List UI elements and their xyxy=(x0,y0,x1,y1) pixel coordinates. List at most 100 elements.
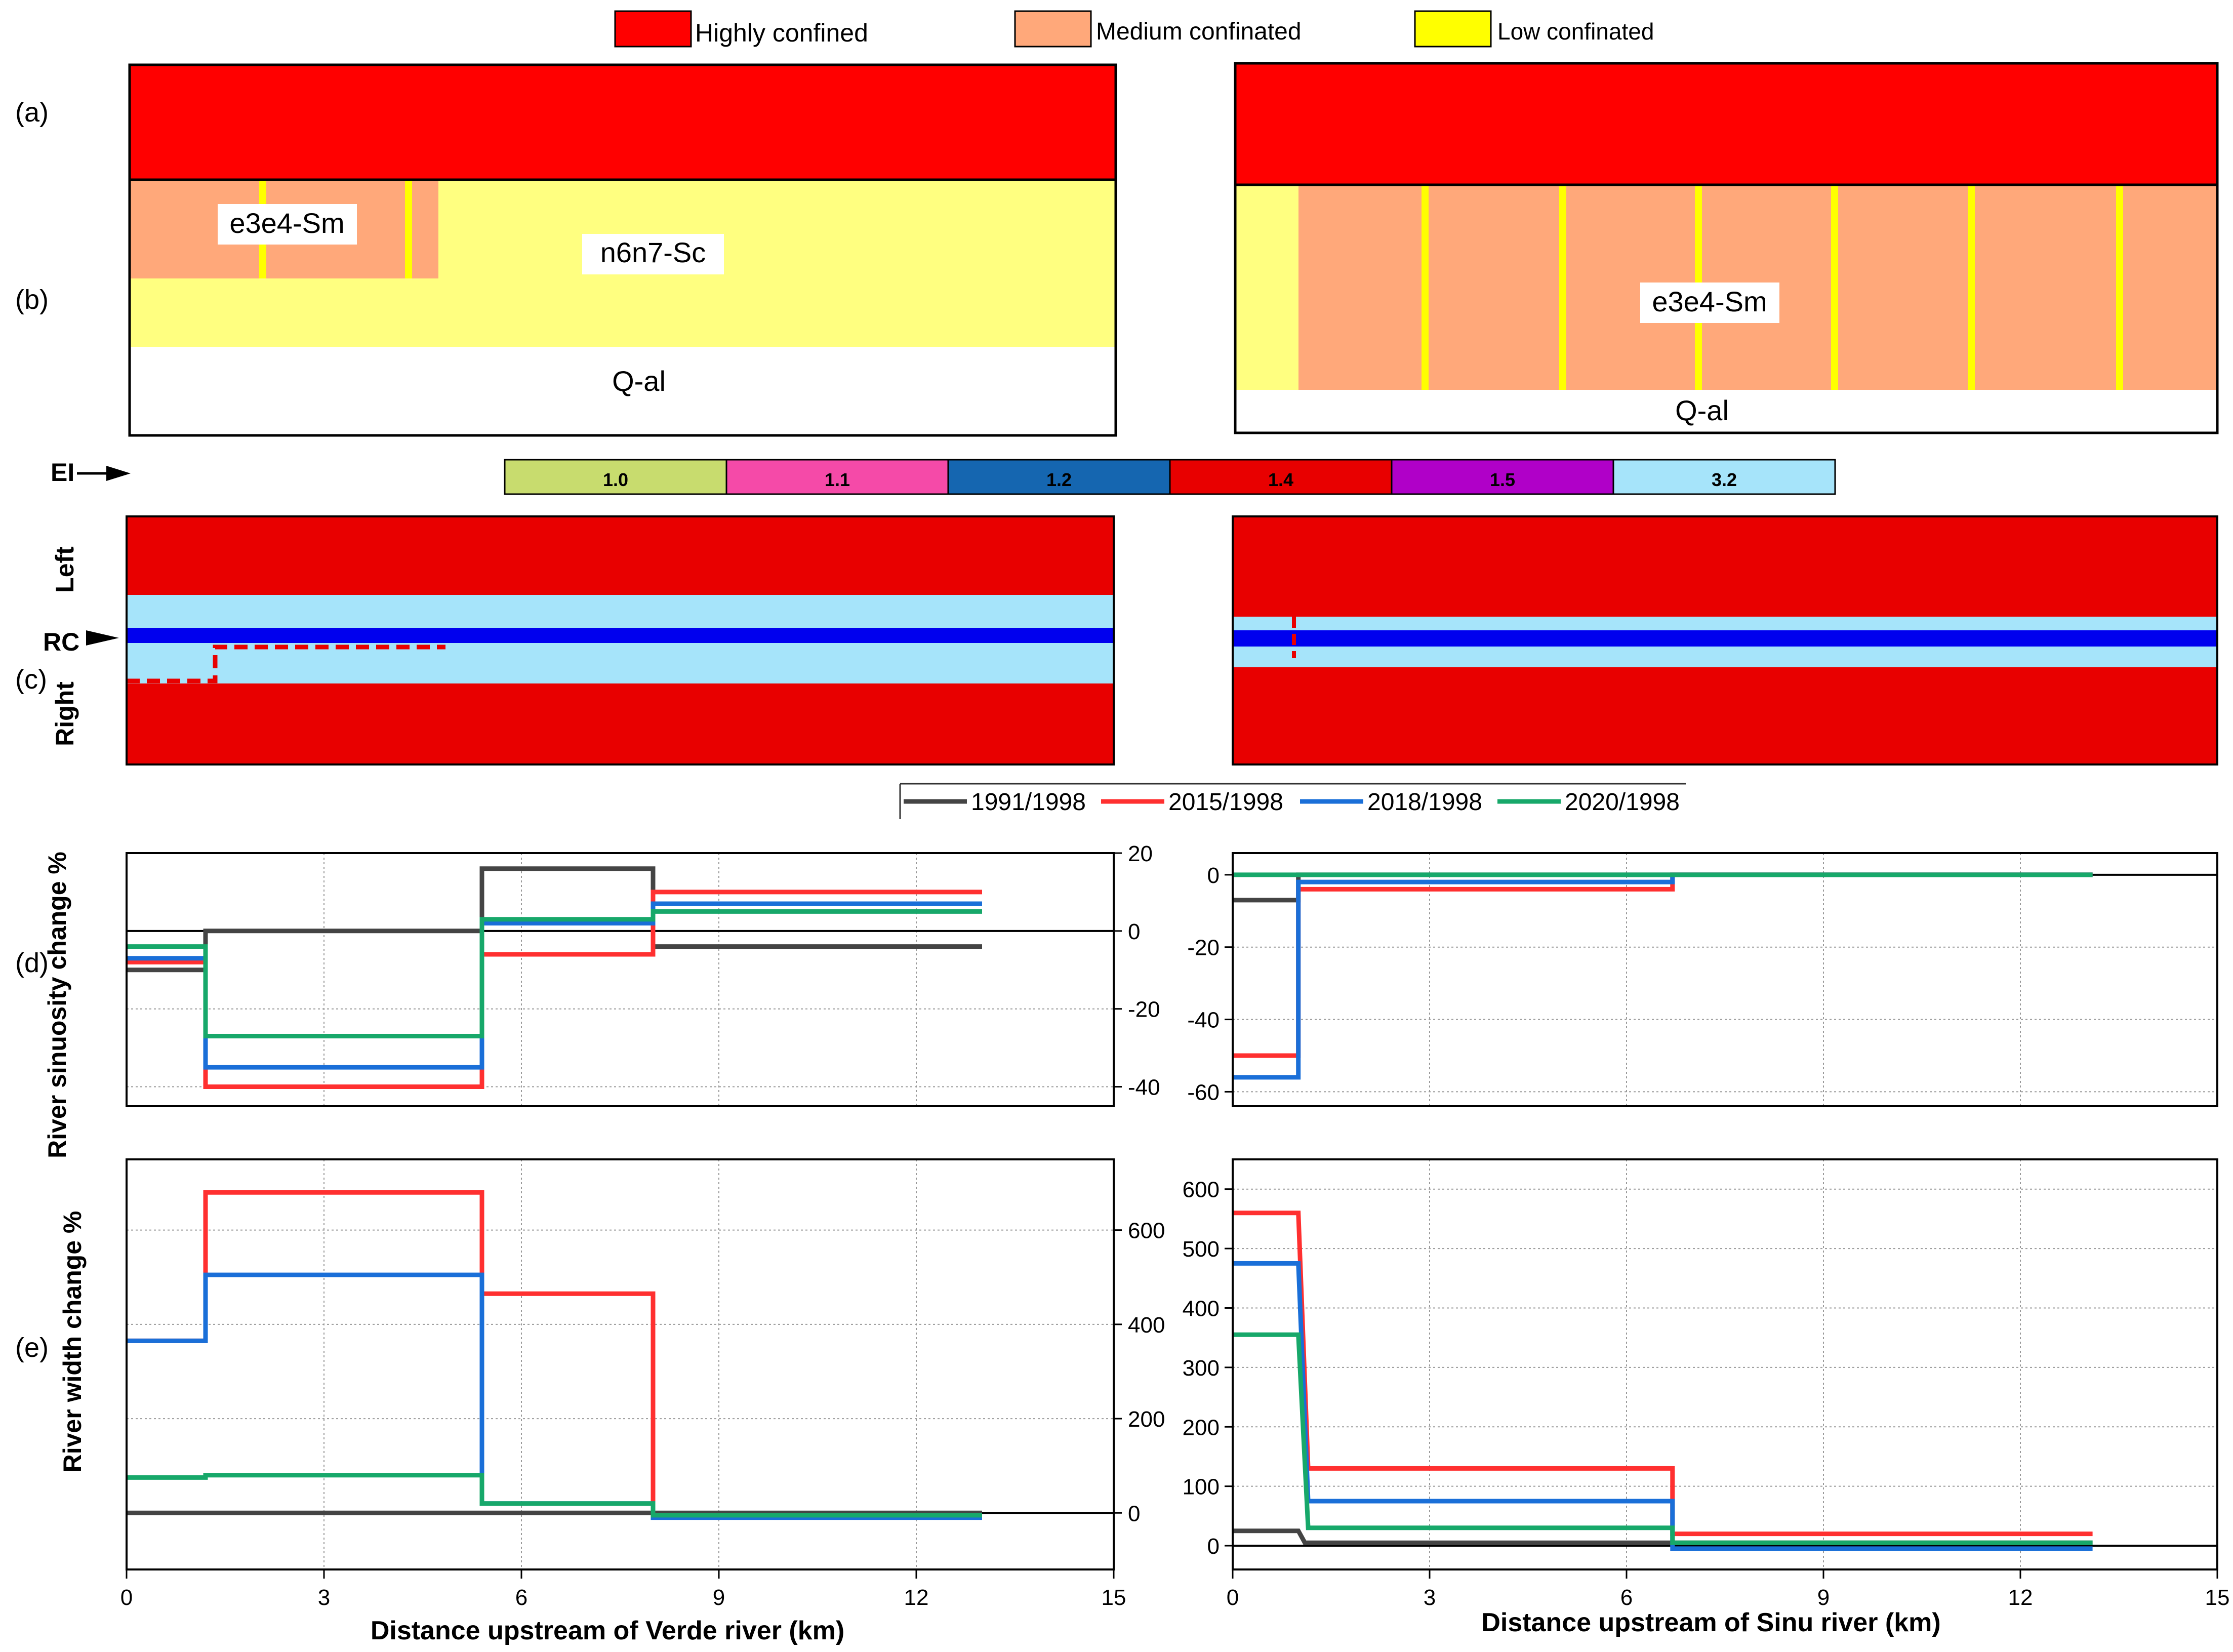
rc-verde-frame xyxy=(126,515,1115,765)
y-tick-label: 0 xyxy=(1128,919,1140,944)
side-label-rc: RC xyxy=(43,628,79,656)
geology-sinu-frame xyxy=(1234,62,2219,434)
ei-segment-label: 1.4 xyxy=(1268,469,1293,490)
ei-segment-label: 1.2 xyxy=(1046,469,1072,490)
x-tick-label: 15 xyxy=(2205,1585,2230,1610)
x-tick-label: 9 xyxy=(713,1585,725,1610)
chart-width-verde: 0 200 400 600 0 3 6 9 12 15 River width change % Di… xyxy=(58,1158,1165,1645)
series-legend: 1991/1998 2015/1998 2018/1998 2020/1998 xyxy=(899,783,1686,819)
y-tick-label: -20 xyxy=(1187,936,1220,960)
x-tick-label: 6 xyxy=(515,1585,527,1610)
ei-segment xyxy=(1612,459,1836,495)
ei-segment xyxy=(947,459,1171,495)
y-tick-label: -40 xyxy=(1187,1008,1220,1033)
y-tick-label: 0 xyxy=(1128,1501,1140,1526)
geology-verde-frame xyxy=(128,63,1117,437)
legend-series-label: 2015/1998 xyxy=(1168,789,1283,816)
geology-sinu-panel: e3e4-Sm Q-al xyxy=(1234,62,2219,434)
rc-left-bank-sinu xyxy=(1233,516,2217,617)
y-tick-label: 200 xyxy=(1183,1415,1220,1440)
x-tick-label: 0 xyxy=(1227,1585,1239,1610)
y-tick-label: 400 xyxy=(1128,1313,1165,1338)
legend-series-label: 2020/1998 xyxy=(1565,789,1680,816)
rc-verde-panel xyxy=(126,515,1115,765)
y-axis-title: River width change % xyxy=(58,1211,87,1473)
rc-channel-sinu xyxy=(1233,630,2217,647)
geology-label-e3e4-sinu: e3e4-Sm xyxy=(1652,286,1767,317)
series-line-2018-1998 xyxy=(1233,872,2093,1080)
side-label-left: Left xyxy=(51,546,79,593)
x-axis-title: Distance upstream of Verde river (km) xyxy=(371,1616,844,1645)
fault-line xyxy=(1831,185,1838,390)
confinement-bar-sinu xyxy=(1235,63,2217,185)
chart-sinuosity-sinu: -60 -40 -20 0 xyxy=(1187,852,2218,1107)
plot-frame xyxy=(1232,852,2218,1107)
side-label-right: Right xyxy=(51,681,79,746)
x-tick-label: 12 xyxy=(2008,1585,2033,1610)
ei-label: EI xyxy=(51,458,74,487)
geology-label-e3e4-verde: e3e4-Sm xyxy=(229,207,344,239)
geology-band-qal-sinu xyxy=(1235,390,2217,433)
series-line-2015-1998 xyxy=(127,1190,982,1518)
series-line-2020-1998 xyxy=(1233,1332,2093,1545)
x-tick-label: 6 xyxy=(1620,1585,1633,1610)
y-tick-label: 300 xyxy=(1183,1356,1220,1381)
row-label-c: (c) xyxy=(15,664,47,695)
x-tick-label: 12 xyxy=(904,1585,929,1610)
y-tick-label: -20 xyxy=(1128,997,1160,1022)
series-line-2015-1998 xyxy=(1233,1211,2093,1537)
plot-frame xyxy=(126,852,1115,1107)
chart-sinuosity-verde: -40 -20 0 20 River sinuosity change % xyxy=(43,841,1160,1158)
geology-verde-panel: e3e4-Sm n6n7-Sc Q-al xyxy=(128,63,1117,437)
arrow-head-icon xyxy=(106,466,131,481)
y-tick-label: 600 xyxy=(1128,1219,1165,1243)
rc-left-bank-verde xyxy=(127,516,1114,595)
x-tick-label: 0 xyxy=(120,1585,133,1610)
ei-segment-label: 1.1 xyxy=(825,469,850,490)
legend-label-highly: Highly confined xyxy=(695,19,868,47)
y-tick-label: 0 xyxy=(1207,863,1220,888)
y-axis-title: River sinuosity change % xyxy=(43,852,71,1158)
plot-frame xyxy=(126,1158,1115,1570)
geology-label-qal-verde: Q-al xyxy=(612,365,666,397)
x-tick-label: 15 xyxy=(1102,1585,1126,1610)
rc-channel-verde xyxy=(127,628,1114,643)
legend-label-low: Low confinated xyxy=(1497,18,1654,45)
y-tick-label: 600 xyxy=(1183,1178,1220,1202)
fault-line xyxy=(1422,185,1429,390)
ei-scale: 1.0 1.1 1.2 1.4 1.5 3.2 xyxy=(504,459,1836,495)
ei-segment xyxy=(504,459,727,495)
row-label-e: (e) xyxy=(15,1333,49,1363)
y-tick-label: 200 xyxy=(1128,1407,1165,1432)
series-line-2018-1998 xyxy=(1233,1261,2093,1551)
legend-swatch-highly xyxy=(614,10,692,48)
arrow-head-icon xyxy=(86,630,119,646)
ei-indicator: EI xyxy=(51,458,131,487)
row-label-b: (b) xyxy=(15,285,49,315)
series-line-2018-1998 xyxy=(127,1272,982,1520)
legend-swatch-medium xyxy=(1014,10,1092,48)
y-tick-label: 500 xyxy=(1183,1237,1220,1262)
row-label-d: (d) xyxy=(15,948,49,978)
row-label-a: (a) xyxy=(15,97,49,128)
y-tick-label: -40 xyxy=(1128,1075,1160,1100)
confinement-bar-verde xyxy=(130,65,1116,180)
legend-swatch-low xyxy=(1414,10,1492,48)
fault-line xyxy=(1968,185,1975,390)
chart-width-sinu: 0 100 200 300 400 500 600 0 3 6 9 12 15 Distance upst… xyxy=(1183,1158,2230,1637)
rc-right-bank-verde xyxy=(127,683,1114,764)
y-tick-label: 100 xyxy=(1183,1475,1220,1500)
y-tick-label: 0 xyxy=(1207,1534,1220,1559)
x-tick-label: 9 xyxy=(1817,1585,1830,1610)
geology-label-qal-sinu: Q-al xyxy=(1675,394,1729,426)
plot-frame xyxy=(1232,1158,2218,1570)
geology-band-low-sinu xyxy=(1235,185,1298,390)
series-line-2020-1998 xyxy=(127,1473,982,1518)
series-line-2015-1998 xyxy=(1233,872,2093,1058)
rc-sinu-frame xyxy=(1232,515,2218,765)
ei-segment-label: 3.2 xyxy=(1712,469,1737,490)
ei-segment xyxy=(725,459,949,495)
fault-line xyxy=(1559,185,1566,390)
label-box xyxy=(1640,283,1779,323)
ei-segment xyxy=(1169,459,1393,495)
